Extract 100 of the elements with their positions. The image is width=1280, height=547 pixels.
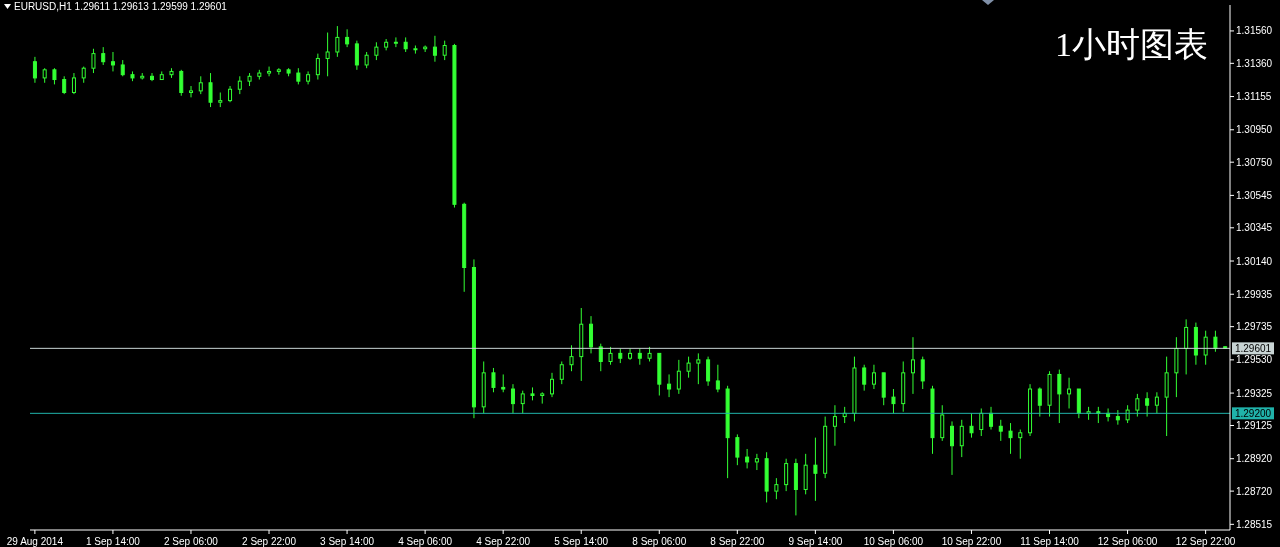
- candlestick: [891, 388, 896, 414]
- candlestick: [384, 38, 389, 51]
- x-tick-label: 3 Sep 14:00: [320, 536, 375, 547]
- candlestick: [550, 372, 554, 398]
- candlestick: [979, 407, 984, 437]
- candlestick: [179, 69, 184, 97]
- candlestick: [667, 373, 672, 398]
- candlestick: [1018, 429, 1023, 460]
- candlestick: [628, 348, 633, 361]
- candlestick: [1213, 330, 1218, 353]
- candlestick: [1135, 393, 1140, 418]
- candlestick: [393, 36, 398, 48]
- y-tick-label: 1.28920: [1236, 453, 1273, 465]
- x-tick-label: 4 Sep 06:00: [398, 536, 453, 547]
- candlestick: [150, 72, 154, 82]
- x-tick-label: 5 Sep 14:00: [554, 536, 609, 547]
- y-tick-label: 1.31360: [1236, 57, 1273, 69]
- candlestick: [569, 344, 574, 372]
- x-tick-label: 1 Sep 14:00: [85, 536, 141, 547]
- y-tick-label: 1.30345: [1236, 222, 1273, 234]
- candlestick: [784, 458, 789, 492]
- candlestick: [71, 72, 76, 95]
- candlestick: [345, 28, 350, 48]
- x-tick-label: 11 Sep 14:00: [1020, 536, 1080, 547]
- x-tick-label: 4 Sep 22:00: [476, 536, 531, 547]
- candlestick: [1008, 422, 1013, 455]
- candlestick: [598, 343, 603, 372]
- y-tick-label: 1.28720: [1236, 485, 1273, 497]
- y-tick-label: 1.30750: [1236, 156, 1273, 168]
- candlestick: [959, 419, 964, 458]
- candlestick: [315, 53, 320, 81]
- x-tick-label: 12 Sep 06:00: [1097, 536, 1158, 547]
- candlestick: [871, 364, 876, 390]
- candlestick: [32, 56, 37, 84]
- y-tick-label: 1.30140: [1236, 255, 1273, 267]
- candlestick: [1067, 377, 1072, 409]
- y-tick-label: 1.29530: [1236, 354, 1273, 366]
- candlestick: [706, 356, 711, 387]
- candlestick: [91, 48, 96, 74]
- candlestick: [335, 25, 340, 58]
- candlestick: [1145, 391, 1150, 418]
- candlestick: [432, 35, 437, 63]
- candlestick: [813, 437, 818, 502]
- candlestick: [1203, 330, 1208, 366]
- candlestick: [676, 359, 681, 395]
- candlestick: [696, 352, 701, 385]
- candlestick: [510, 383, 515, 414]
- x-tick-label: 9 Sep 14:00: [788, 536, 843, 547]
- candlestick: [686, 356, 691, 379]
- candlestick: [208, 72, 213, 108]
- candlestick: [1154, 391, 1159, 414]
- candlestick: [969, 412, 974, 439]
- candlestick: [267, 66, 272, 77]
- candlestick: [940, 404, 945, 442]
- candlestick: [491, 367, 496, 393]
- candlestick: [1057, 369, 1062, 424]
- candlestick: [559, 360, 564, 385]
- candlestick: [998, 419, 1003, 442]
- candlestick: [325, 32, 330, 77]
- candlestick: [1115, 409, 1120, 426]
- ref-line-label: 1.29601: [1234, 343, 1272, 355]
- x-tick-label: 12 Sep 22:00: [1175, 536, 1236, 547]
- x-tick-label: 10 Sep 06:00: [863, 536, 924, 547]
- candlestick: [832, 404, 837, 447]
- candlestick: [920, 356, 925, 390]
- candlestick: [442, 40, 447, 61]
- candlestick: [950, 420, 954, 476]
- candlestick: [774, 477, 779, 500]
- candlestick: [520, 390, 525, 414]
- y-tick-label: 1.28515: [1236, 518, 1273, 530]
- candlestick: [989, 406, 994, 431]
- x-tick-label: 2 Sep 06:00: [164, 536, 219, 547]
- x-tick-label: 8 Sep 06:00: [632, 536, 687, 547]
- candlestick: [1037, 386, 1042, 418]
- annotation: 1小时图表: [1055, 25, 1208, 65]
- ref-line-label: 1.29200: [1234, 408, 1272, 420]
- x-tick-label: 2 Sep 22:00: [242, 536, 297, 547]
- candlestick: [189, 85, 194, 98]
- candlestick: [589, 315, 594, 354]
- candlestick: [110, 51, 115, 72]
- y-tick-label: 1.29125: [1236, 420, 1273, 432]
- x-tick-label: 29 Aug 2014: [6, 536, 64, 547]
- y-tick-label: 1.29325: [1236, 387, 1273, 399]
- candlestick: [1184, 318, 1189, 375]
- y-tick-label: 1.31155: [1236, 91, 1272, 103]
- x-tick-label: 8 Sep 22:00: [710, 536, 765, 547]
- candlestick: [754, 453, 759, 471]
- y-tick-label: 1.30950: [1236, 124, 1273, 136]
- candlestick: [745, 448, 750, 469]
- y-tick-label: 1.29735: [1236, 321, 1273, 333]
- chart-title: EURUSD,H1 1.29611 1.29613 1.29599 1.29601: [14, 1, 227, 12]
- candlestick: [862, 364, 867, 392]
- candlestick: [735, 433, 740, 466]
- y-tick-label: 1.29935: [1236, 288, 1273, 300]
- y-tick-label: 1.31560: [1236, 25, 1273, 37]
- candlestick: [354, 40, 359, 71]
- candlestick: [910, 336, 915, 395]
- y-tick-label: 1.30545: [1236, 189, 1273, 201]
- x-tick-label: 10 Sep 22:00: [941, 536, 1002, 547]
- candlestick: [715, 364, 720, 393]
